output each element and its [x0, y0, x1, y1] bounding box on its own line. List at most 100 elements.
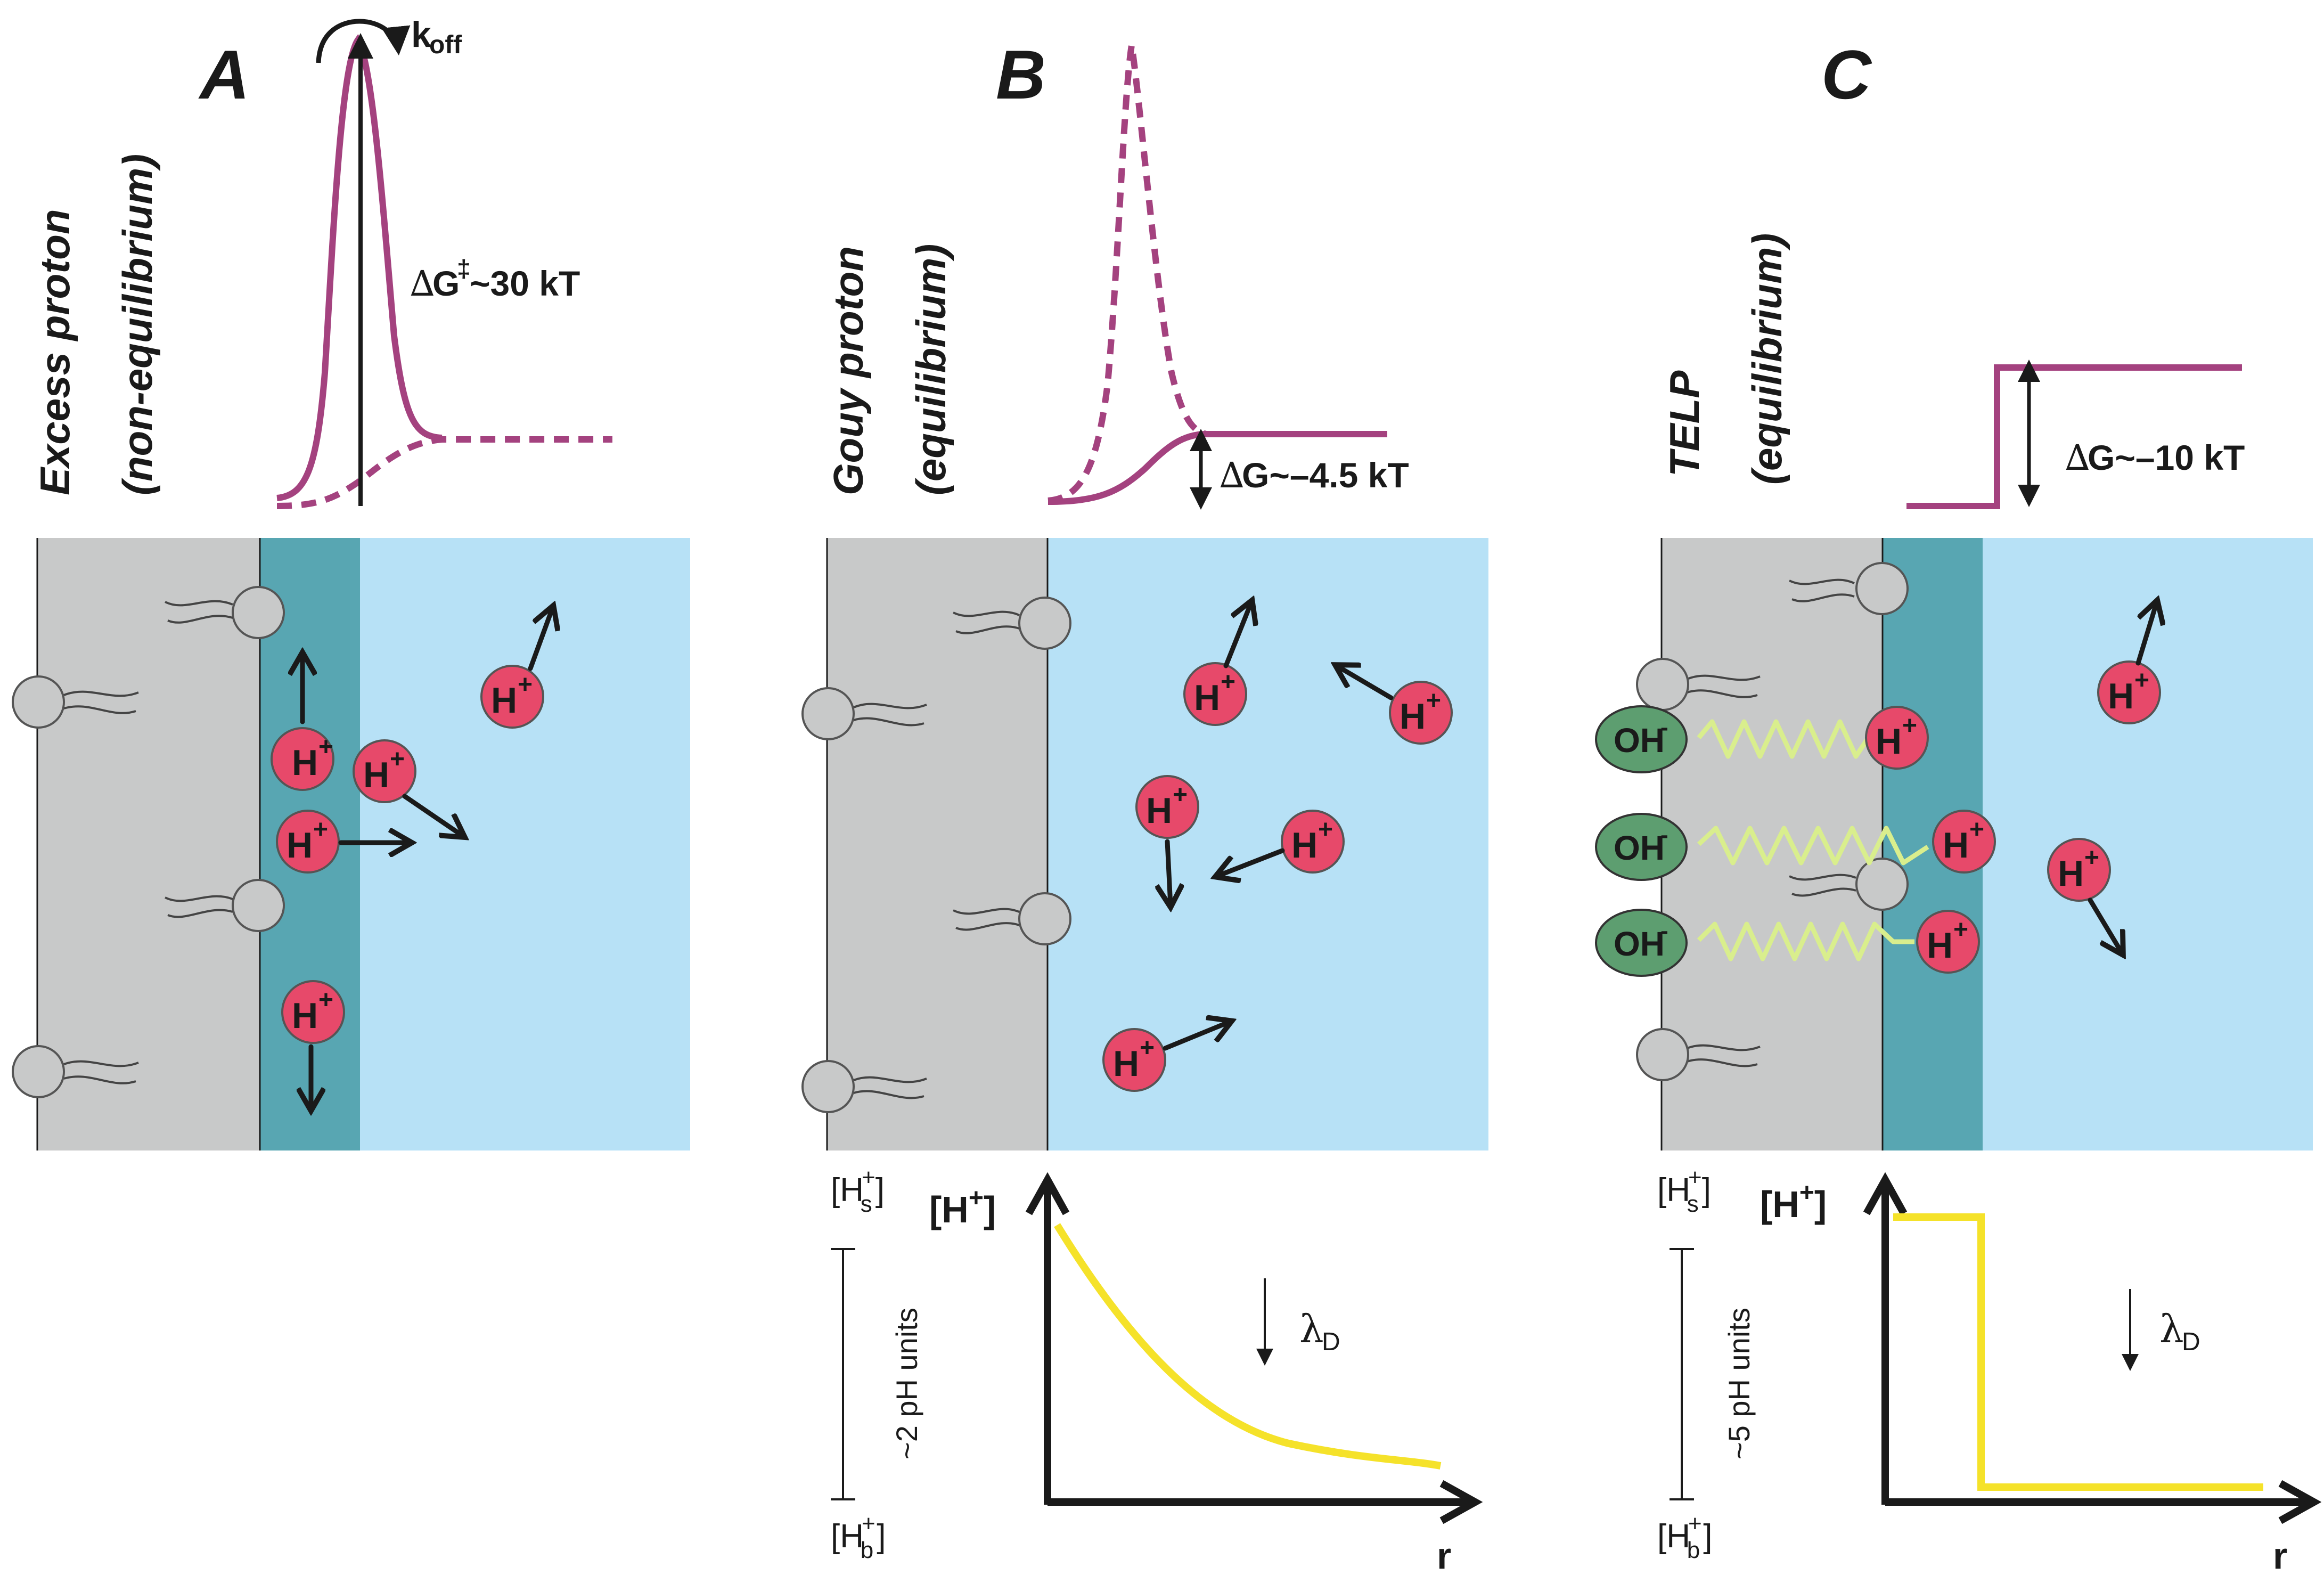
lipid-tails	[1687, 578, 1856, 1067]
lambda: λ	[2159, 1307, 2184, 1351]
koff-arrow	[316, 19, 411, 63]
svg-text:H: H	[1146, 790, 1172, 831]
svg-text:+: +	[1173, 781, 1188, 809]
svg-text:+: +	[2134, 666, 2149, 695]
dg-delta: ∆	[410, 263, 435, 304]
x-axis-label: r	[1437, 1535, 1451, 1577]
proton: H +	[2097, 660, 2161, 724]
svg-text:OH: OH	[1614, 721, 1665, 760]
dg-value: ~30 kT	[470, 264, 580, 303]
panel-b: H + H + H + H + H +	[801, 36, 1488, 1577]
side-label-2: (non-equilibrium)	[114, 154, 161, 495]
lipid-head-icon	[1636, 1028, 1689, 1081]
lipid-head-icon	[232, 879, 285, 932]
svg-text:H: H	[2058, 853, 2084, 894]
bulk-region	[1983, 538, 2313, 1150]
svg-text:+: +	[1221, 668, 1235, 696]
svg-text:H: H	[2108, 676, 2134, 716]
svg-text:H: H	[1876, 721, 1902, 762]
lipid-heads	[12, 586, 285, 1098]
svg-text:H: H	[1927, 925, 1953, 966]
proton: H +	[1932, 810, 1996, 874]
panel-c: OH - OH - OH - H + H + H +	[1595, 36, 2314, 1577]
proton: H +	[1389, 681, 1453, 745]
panel-letter: B	[996, 36, 1046, 113]
concentration-curve	[1054, 1223, 1442, 1470]
top-label: [H+ s]	[831, 1164, 885, 1217]
energy-curve-dashed	[276, 436, 612, 509]
dg-delta: ∆	[1220, 455, 1244, 496]
svg-text:+: +	[1902, 712, 1917, 740]
side-label-2: (equilibrium)	[907, 244, 954, 495]
svg-text:H: H	[292, 996, 318, 1036]
svg-text:H: H	[287, 825, 313, 866]
lambda: λ	[1299, 1307, 1324, 1351]
svg-text:+: +	[318, 986, 333, 1014]
membrane-region	[827, 538, 1048, 1150]
svg-text:+: +	[390, 745, 405, 773]
lipid-head-icon	[1636, 658, 1689, 711]
membrane-region	[1662, 538, 1883, 1150]
dg-text: G~–4.5 kT	[1242, 455, 1409, 495]
svg-text:+: +	[1426, 687, 1441, 715]
proton: H +	[2047, 838, 2111, 902]
lambda-sub: D	[2182, 1328, 2200, 1356]
svg-text:H: H	[1291, 825, 1318, 866]
svg-text:-: -	[1660, 714, 1668, 740]
lambda-sub: D	[1322, 1328, 1340, 1356]
svg-text:OH: OH	[1614, 829, 1665, 867]
proton: H +	[271, 727, 334, 791]
lipid-heads	[1636, 562, 1909, 1081]
side-label-1: Excess proton	[31, 209, 78, 495]
membrane-region	[37, 538, 260, 1150]
svg-text:-: -	[1660, 918, 1668, 944]
svg-text:H: H	[292, 742, 318, 783]
y-axis-label: [H+]	[929, 1184, 996, 1230]
dg-delta: ∆	[2065, 437, 2090, 478]
y-axis-label: [H+]	[1760, 1179, 1827, 1225]
proton-arrows	[1165, 602, 1394, 1051]
svg-text:+: +	[318, 733, 333, 761]
lipid-head-icon	[801, 687, 855, 740]
proton: H +	[353, 739, 416, 803]
concentration-curve	[1893, 1213, 2263, 1491]
proton: H +	[480, 665, 544, 729]
svg-text:+: +	[1969, 815, 1984, 844]
lipid-tails	[853, 610, 1020, 1099]
lipid-head-icon	[12, 1045, 65, 1098]
hydroxide: OH -	[1595, 705, 1688, 773]
electrostatic-springs	[1697, 719, 1929, 961]
dg-g: G	[432, 264, 460, 303]
energy-curve-dashed	[1048, 45, 1207, 504]
top-label: [H+ s]	[1657, 1164, 1711, 1217]
range-label: ~5 pH units	[1722, 1308, 1756, 1459]
proton: H +	[1916, 910, 1980, 974]
lipid-head-icon	[12, 675, 65, 729]
concentration-graph: [H+] r λ D [H+ s] [H+ b] ~2 pH units	[831, 1164, 1475, 1577]
proton: H +	[281, 980, 345, 1044]
proton: H +	[276, 810, 340, 874]
side-label-1: TELP	[1661, 370, 1708, 477]
panel-letter: C	[1821, 36, 1872, 113]
svg-text:+: +	[518, 671, 533, 699]
energy-curve-solid	[1906, 364, 2242, 509]
lipid-tails	[63, 600, 233, 1084]
koff-k: k	[411, 14, 431, 55]
panel-a: H + H + H + H + H +	[12, 14, 690, 1150]
proton: H +	[1183, 662, 1247, 726]
proton-arrows	[2088, 602, 2157, 953]
concentration-graph: [H+] r λ D [H+ s] [H+ b] ~5 pH units	[1657, 1164, 2314, 1577]
svg-text:+: +	[1140, 1034, 1155, 1062]
lipid-heads	[801, 597, 1071, 1113]
svg-text:+: +	[2084, 844, 2099, 872]
svg-text:+: +	[1318, 815, 1333, 844]
x-axis-label: r	[2273, 1535, 2287, 1577]
hydroxide: OH -	[1595, 813, 1688, 881]
svg-text:OH: OH	[1614, 925, 1665, 963]
lipid-head-icon	[1018, 597, 1071, 650]
dg-ddagger: ‡	[457, 255, 471, 282]
proton: H +	[1135, 775, 1199, 839]
svg-text:H: H	[363, 755, 389, 795]
koff-sub: off	[429, 31, 462, 59]
